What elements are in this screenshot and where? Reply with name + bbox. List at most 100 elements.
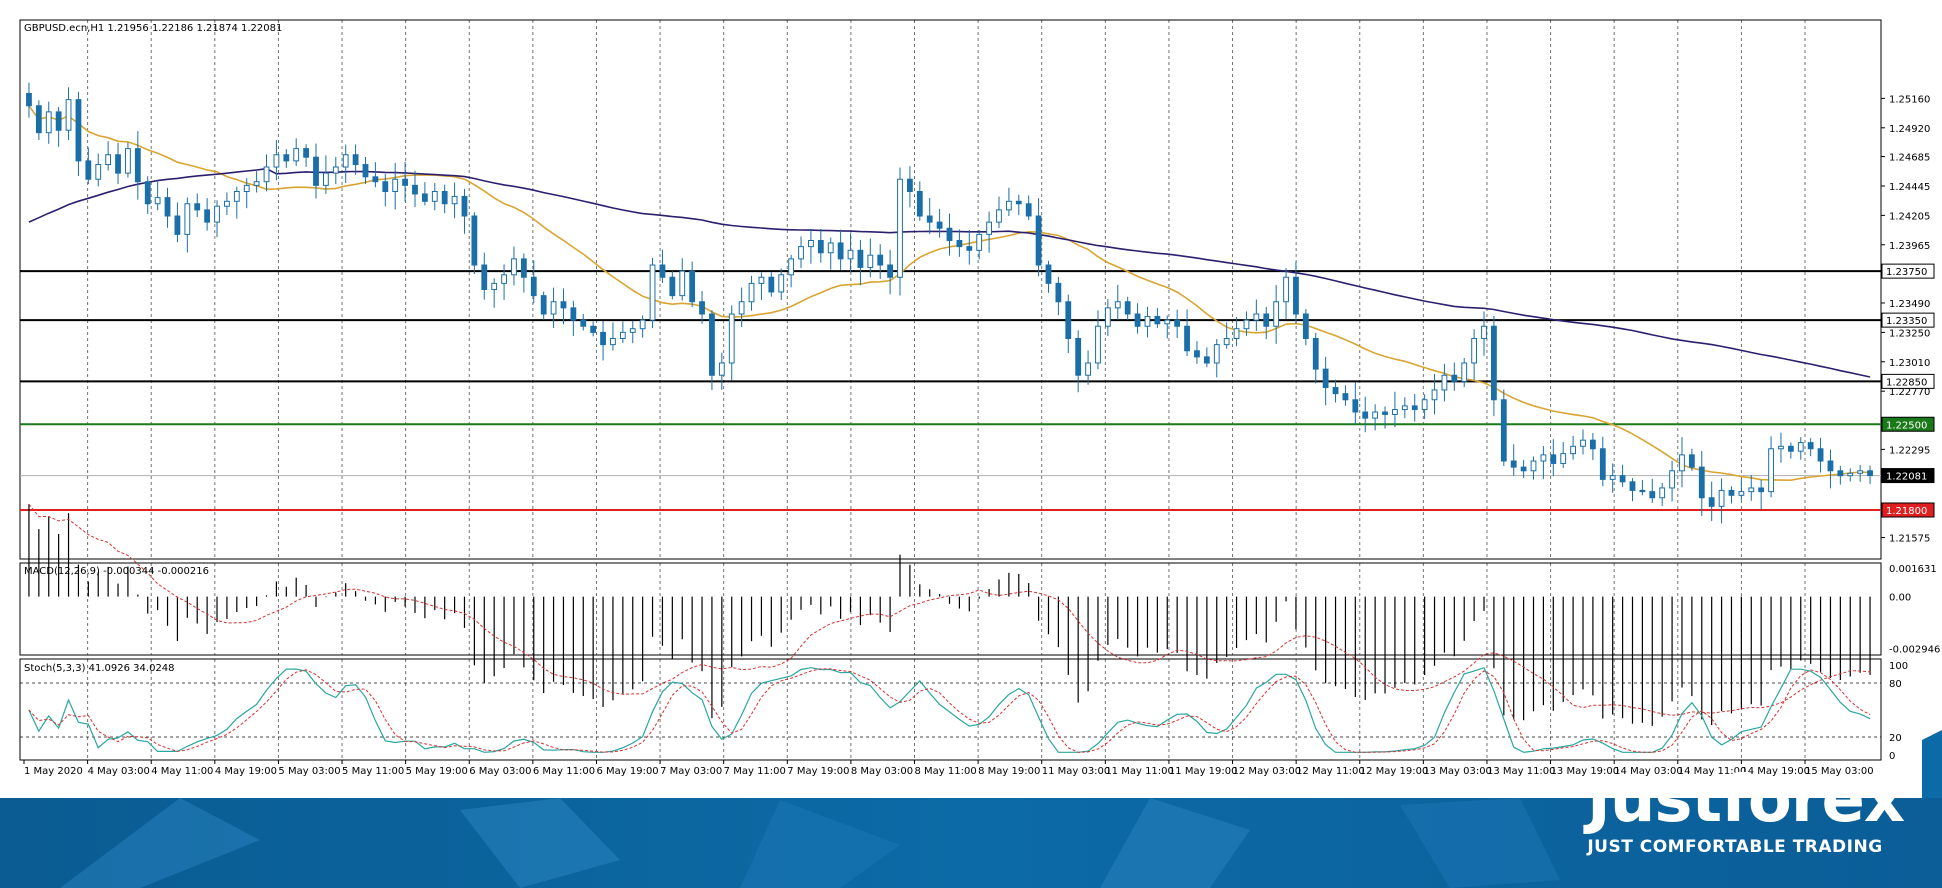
time-axis: 1 May 2020 4 May 03:00 4 May 11:00 4 May 19… <box>23 760 1874 777</box>
price-label: 1.24445 <box>1889 182 1930 193</box>
stoch-axis-label: 20 <box>1889 733 1902 744</box>
candle-bear <box>1708 497 1715 507</box>
footer-banner <box>0 730 1942 888</box>
candle-bear <box>768 276 775 293</box>
candle-bull <box>1401 405 1408 411</box>
price-label: 1.23490 <box>1889 299 1930 310</box>
candle-bear <box>412 184 418 195</box>
candle-bear <box>1154 315 1161 325</box>
candle-bull <box>1797 442 1804 452</box>
candle-bear <box>283 154 290 162</box>
candle-bear <box>1332 387 1339 395</box>
level-tag-box <box>1881 502 1935 518</box>
time-label: 4 May 19:00 <box>215 766 277 777</box>
candle-bear <box>1203 356 1210 364</box>
candle-bear <box>817 240 824 254</box>
candle-bull <box>1392 409 1398 415</box>
time-label: 8 May 19:00 <box>978 766 1040 777</box>
candle-bull <box>1273 301 1280 327</box>
candle-bull <box>986 221 992 235</box>
candle-bull <box>1253 313 1260 321</box>
time-label: 7 May 11:00 <box>724 766 786 777</box>
candle-bear <box>590 325 597 333</box>
candle-bear <box>1688 454 1695 468</box>
candle-bear <box>1055 282 1062 303</box>
candle-bear <box>956 240 963 248</box>
candle-bear <box>362 164 369 178</box>
candle-bull <box>867 254 874 268</box>
candle-bear <box>1649 491 1656 499</box>
time-label: 11 May 03:00 <box>1042 766 1111 777</box>
candle-bear <box>699 301 705 315</box>
time-label: 4 May 11:00 <box>151 766 213 777</box>
candle-bull <box>253 181 260 186</box>
level-tag-box <box>1881 416 1935 432</box>
price-label: 1.25160 <box>1889 94 1930 105</box>
candle-bear <box>194 203 201 211</box>
stoch-axis-label: 100 <box>1889 661 1908 672</box>
candle-bear <box>1312 338 1319 370</box>
candle-bear <box>1382 411 1388 415</box>
candle-bull <box>718 362 725 376</box>
candle-bear <box>1302 313 1309 339</box>
candle-bear <box>837 242 844 260</box>
stochastic-indicator: 100 80 20 0 <box>20 661 1908 762</box>
candle-bear <box>1015 200 1022 205</box>
stoch-panel[interactable] <box>19 658 1882 761</box>
time-label: 13 May 19:00 <box>1551 766 1620 777</box>
time-label: 5 May 03:00 <box>278 766 340 777</box>
candle-bull <box>1560 453 1567 464</box>
candle-bull <box>1233 328 1240 340</box>
candle-bull <box>897 178 903 278</box>
candle-bear <box>857 249 864 268</box>
candle-bear <box>1867 470 1873 477</box>
candle-bear <box>1491 325 1497 401</box>
candle-bear <box>966 246 973 251</box>
macd-panel[interactable] <box>19 562 1882 656</box>
price-panel[interactable] <box>19 19 1882 560</box>
candle-bear <box>1045 264 1052 284</box>
candle-bear <box>1342 393 1349 401</box>
candle-bear <box>85 160 92 180</box>
candle-bull <box>1748 487 1755 493</box>
time-label: 8 May 11:00 <box>915 766 977 777</box>
candle-bear <box>1065 301 1072 339</box>
candle-bull <box>808 240 814 248</box>
candle-bull <box>629 328 636 333</box>
candle-bear <box>1520 466 1527 472</box>
price-level-tags: 1.23750 1.23350 1.22850 1.22500 1.22081 1.218… <box>1881 263 1935 518</box>
time-label: 5 May 19:00 <box>406 766 468 777</box>
candle-bull <box>431 191 438 202</box>
candle-bull <box>1669 470 1675 489</box>
price-label: 1.22295 <box>1889 445 1930 456</box>
candle-bear <box>1758 487 1765 493</box>
candle-bull <box>996 209 1002 223</box>
candle-bull <box>619 331 626 339</box>
brand-name: Justforex <box>1587 763 1905 837</box>
candle-bear <box>1352 399 1359 413</box>
candle-bull <box>1431 389 1438 401</box>
candle-bear <box>1322 368 1329 388</box>
candle-bear <box>1698 466 1705 499</box>
level-tag-box <box>1881 312 1935 328</box>
candle-bull <box>154 197 161 205</box>
candle-bear <box>352 154 359 166</box>
candle-bull <box>1768 448 1774 493</box>
candlesticks <box>26 82 1873 524</box>
price-label: 1.23250 <box>1889 328 1930 339</box>
candle-bull <box>1738 491 1745 496</box>
level-tag-box <box>1881 263 1935 279</box>
time-label: 14 May 11:00 <box>1678 766 1747 777</box>
candle-bull <box>332 166 339 174</box>
candle-bull <box>1847 472 1854 477</box>
candle-bull <box>1679 454 1685 472</box>
candle-bear <box>35 105 42 134</box>
candle-bull <box>184 203 191 235</box>
candle-bull <box>847 249 854 260</box>
candle-bear <box>1510 460 1517 468</box>
candle-bull <box>293 148 300 162</box>
candle-bear <box>520 258 527 278</box>
candle-bull <box>65 99 72 131</box>
level-tag-box <box>1881 468 1935 484</box>
